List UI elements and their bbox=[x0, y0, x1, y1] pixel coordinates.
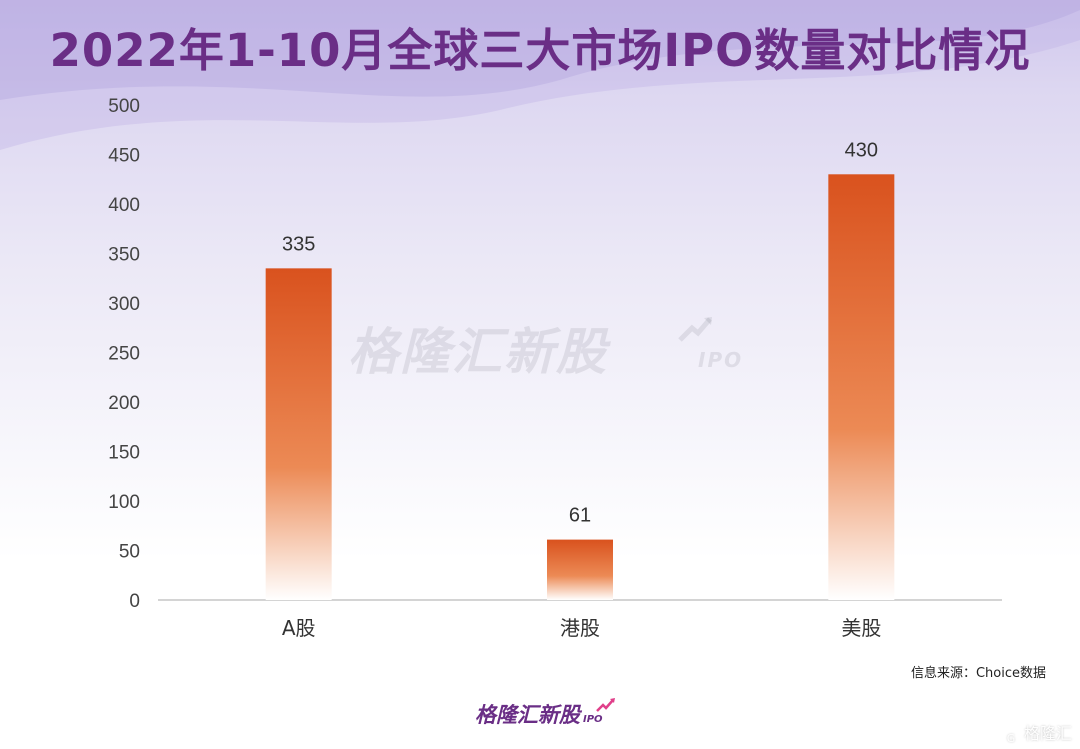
corner-logo-text: 格隆汇 bbox=[1023, 724, 1072, 743]
brand-arrow-icon bbox=[596, 698, 615, 712]
bar bbox=[265, 268, 332, 600]
brand-logo-text: 格隆汇新股 bbox=[475, 703, 580, 727]
watermark-sub-text: IPO bbox=[698, 348, 744, 372]
y-axis-ticks: 0 50 100 150 200 250 300 350 400 450 500 bbox=[108, 96, 140, 612]
brand-logo: 格隆汇新股 IPO bbox=[475, 699, 603, 729]
y-tick-label: 400 bbox=[108, 195, 140, 216]
y-tick-label: 250 bbox=[108, 344, 140, 365]
y-tick-label: 450 bbox=[108, 146, 140, 167]
y-tick-label: 100 bbox=[108, 492, 140, 513]
y-tick-label: 500 bbox=[108, 96, 140, 117]
bars: 335 61 430 bbox=[265, 139, 895, 601]
source-note: 信息来源：Choice数据 bbox=[910, 666, 1046, 681]
y-tick-label: 200 bbox=[108, 393, 140, 414]
x-category-label: 港股 bbox=[560, 616, 600, 640]
y-tick-label: 50 bbox=[119, 542, 140, 563]
watermark-text: 格隆汇新股 bbox=[348, 323, 608, 381]
watermark-arrow-icon bbox=[678, 317, 712, 342]
x-axis-categories: A股 港股 美股 bbox=[282, 616, 882, 640]
y-tick-label: 150 bbox=[108, 443, 140, 464]
bar-value-label: 430 bbox=[845, 139, 878, 161]
bar-value-label: 335 bbox=[282, 233, 315, 255]
corner-logo: G 格隆汇 bbox=[1000, 720, 1072, 749]
chart-title: 2022年1-10月全球三大市场IPO数量对比情况 bbox=[49, 24, 1031, 77]
y-tick-label: 0 bbox=[129, 591, 140, 612]
bar bbox=[828, 174, 895, 601]
y-tick-label: 300 bbox=[108, 294, 140, 315]
brand-logo-sub: IPO bbox=[583, 714, 603, 725]
corner-logo-icon: G bbox=[1000, 729, 1021, 749]
x-category-label: 美股 bbox=[841, 616, 881, 640]
y-tick-label: 350 bbox=[108, 245, 140, 266]
bar bbox=[547, 539, 613, 600]
bar-value-label: 61 bbox=[569, 505, 591, 527]
x-category-label: A股 bbox=[282, 616, 316, 640]
